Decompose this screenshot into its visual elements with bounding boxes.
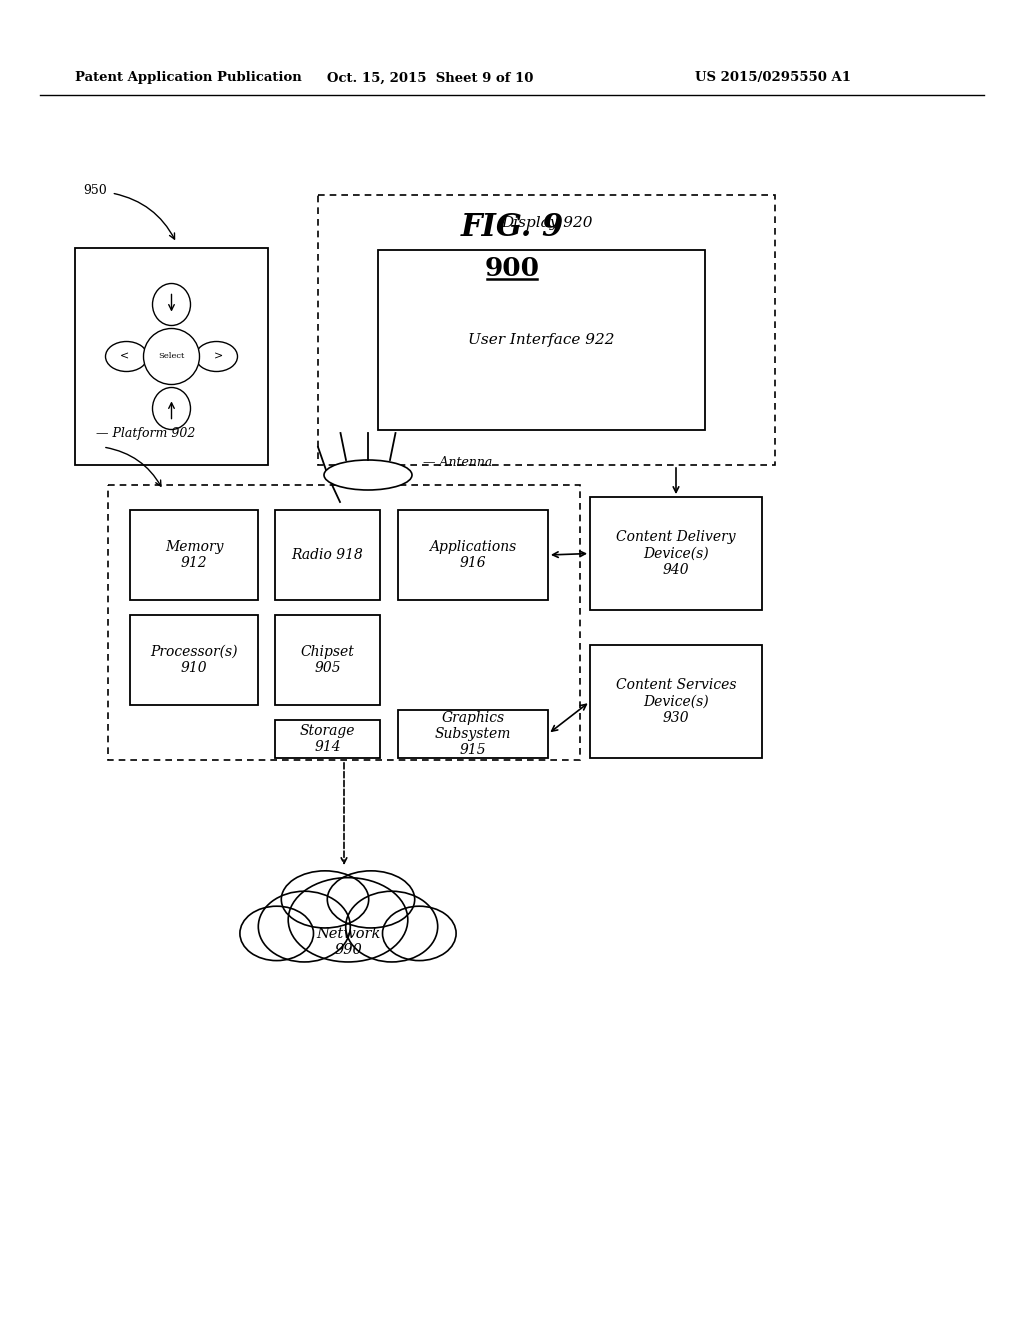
Text: Content Delivery
Device(s)
940: Content Delivery Device(s) 940 <box>616 531 736 577</box>
Bar <box>75 248 268 465</box>
Bar <box>275 615 380 705</box>
Text: FIG. 9: FIG. 9 <box>461 213 563 243</box>
Bar <box>108 484 580 760</box>
Bar <box>130 615 258 705</box>
Text: Applications
916: Applications 916 <box>429 540 517 570</box>
Text: <: < <box>120 351 129 362</box>
Text: Storage
914: Storage 914 <box>300 723 355 754</box>
Text: Processor(s)
910: Processor(s) 910 <box>151 645 238 675</box>
Text: US 2015/0295550 A1: US 2015/0295550 A1 <box>695 71 851 84</box>
Text: Graphics
Subsystem
915: Graphics Subsystem 915 <box>435 710 511 758</box>
Text: Network
990: Network 990 <box>315 927 380 957</box>
Text: — Antenna: — Antenna <box>423 457 493 470</box>
Ellipse shape <box>196 342 238 371</box>
Text: Chipset
905: Chipset 905 <box>301 645 354 675</box>
Bar <box>130 510 258 601</box>
Ellipse shape <box>328 871 415 928</box>
Text: Memory
912: Memory 912 <box>165 540 223 570</box>
Bar <box>275 719 380 758</box>
Bar <box>590 645 762 758</box>
Ellipse shape <box>346 891 437 962</box>
Text: Select: Select <box>159 352 184 360</box>
Ellipse shape <box>240 907 313 961</box>
Text: >: > <box>214 351 223 362</box>
Text: 950: 950 <box>84 183 108 197</box>
Ellipse shape <box>153 388 190 429</box>
Text: User Interface 922: User Interface 922 <box>468 333 614 347</box>
Ellipse shape <box>324 459 412 490</box>
Bar <box>318 195 775 465</box>
Bar <box>398 710 548 758</box>
Text: Patent Application Publication: Patent Application Publication <box>75 71 302 84</box>
Ellipse shape <box>282 871 369 928</box>
Circle shape <box>143 329 200 384</box>
Bar <box>590 498 762 610</box>
Ellipse shape <box>383 907 456 961</box>
Bar <box>398 510 548 601</box>
Ellipse shape <box>153 284 190 326</box>
Bar <box>275 510 380 601</box>
Ellipse shape <box>105 342 147 371</box>
Bar <box>378 249 705 430</box>
Text: Display 920: Display 920 <box>501 216 592 230</box>
Text: — Platform 902: — Platform 902 <box>96 426 196 440</box>
Text: 900: 900 <box>484 256 540 281</box>
Text: Oct. 15, 2015  Sheet 9 of 10: Oct. 15, 2015 Sheet 9 of 10 <box>327 71 534 84</box>
Text: Radio 918: Radio 918 <box>292 548 364 562</box>
Text: Content Services
Device(s)
930: Content Services Device(s) 930 <box>615 678 736 725</box>
Ellipse shape <box>288 878 408 962</box>
Ellipse shape <box>258 891 350 962</box>
